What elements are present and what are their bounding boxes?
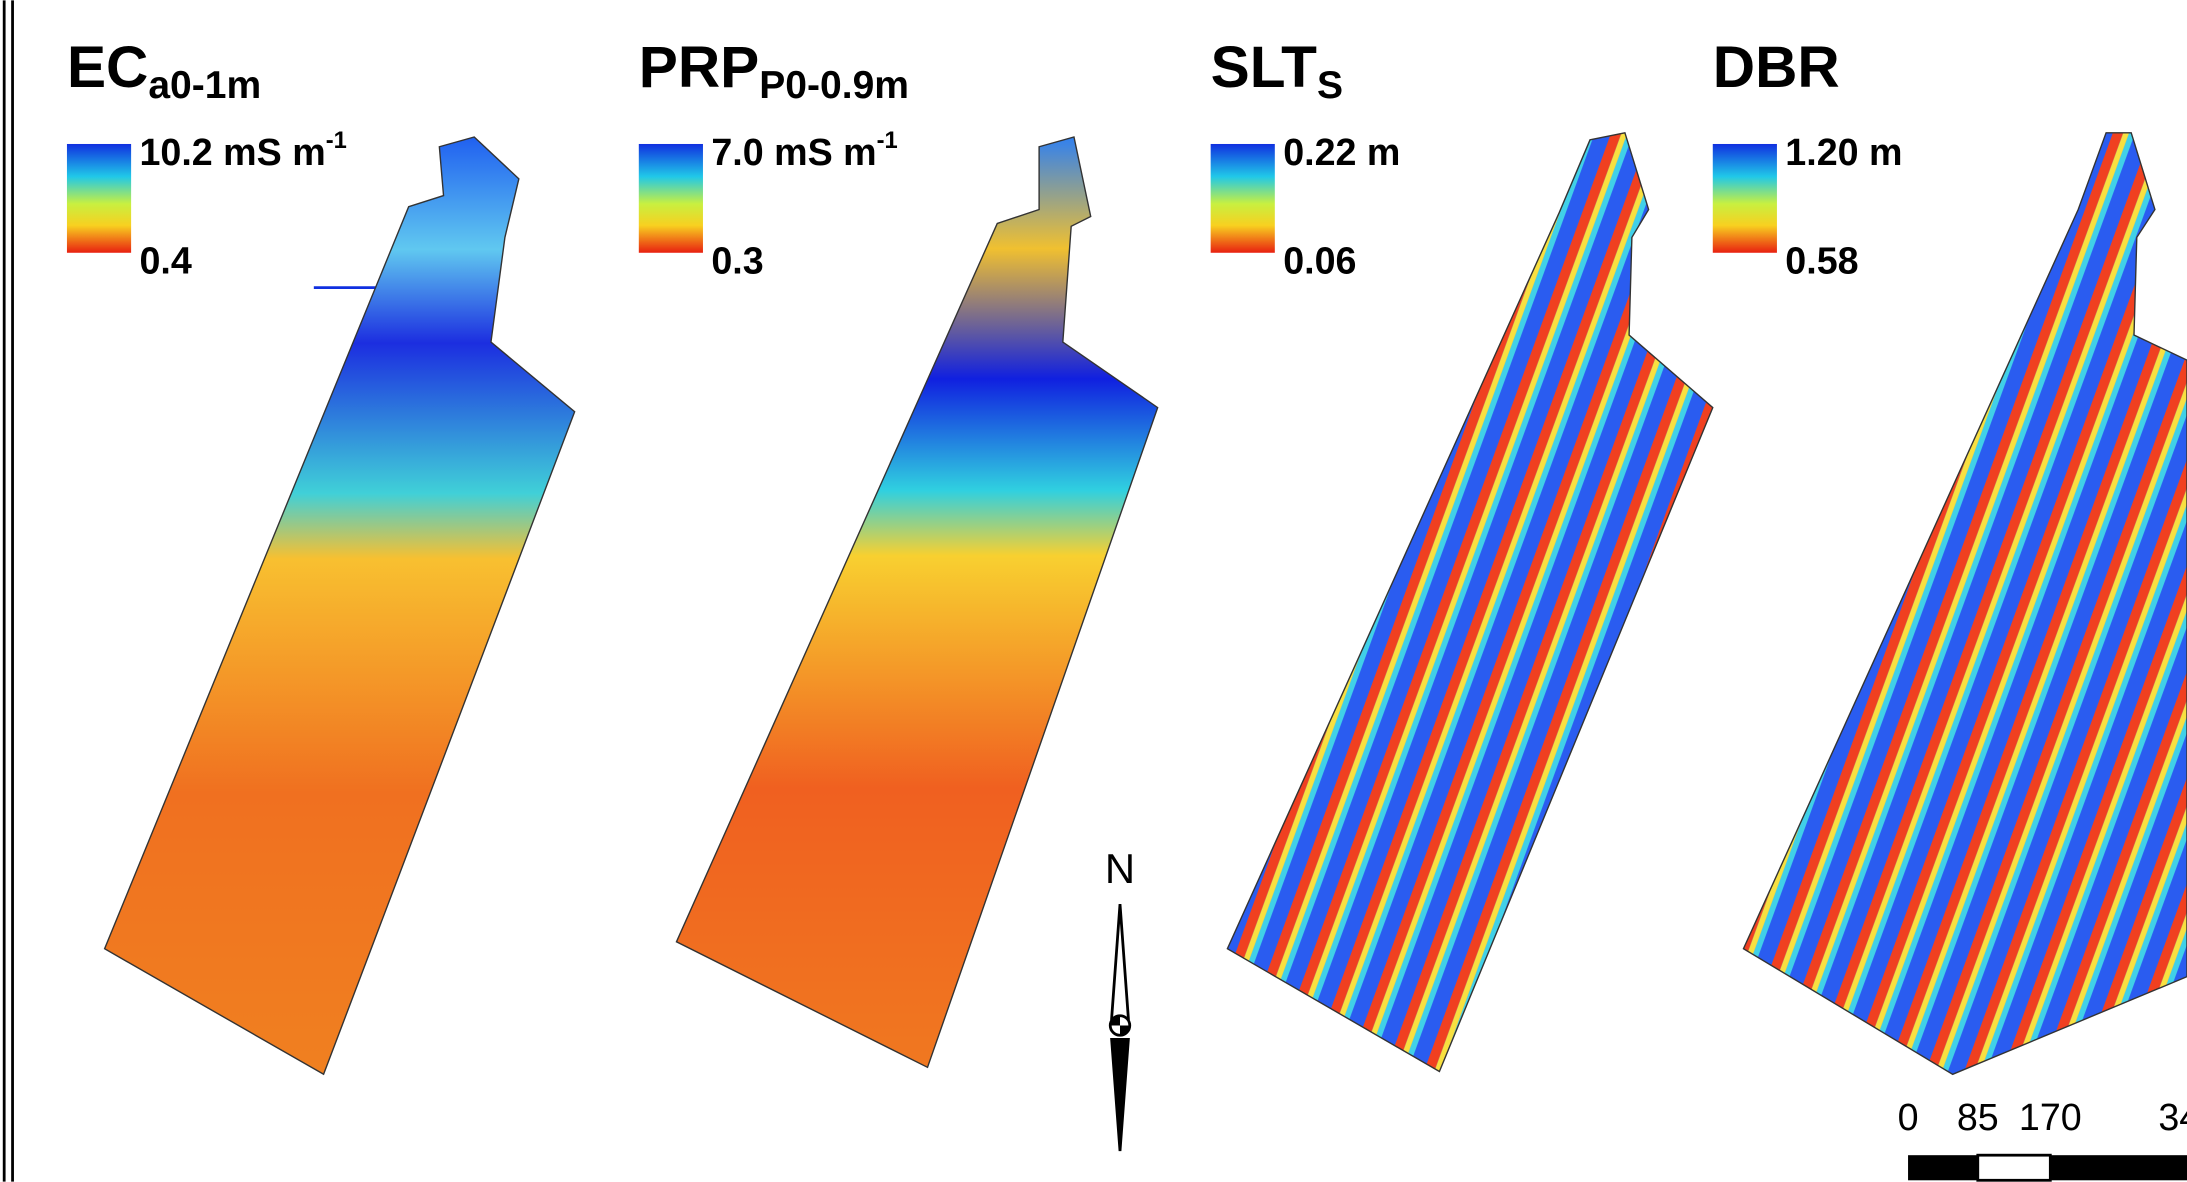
legend-min: 0.3	[711, 240, 763, 282]
scale-segment	[1908, 1155, 1978, 1180]
panel-title: DBR	[1713, 35, 1840, 100]
north-arrow-top	[1112, 904, 1129, 1018]
map-figure: ECa0-1m10.2 mS m-10.4PRPP0-0.9m7.0 mS m-…	[0, 0, 2187, 1182]
title-main: DBR	[1713, 35, 1840, 100]
title-subscript: a0-1m	[148, 64, 261, 107]
title-subscript: S	[1317, 64, 1343, 107]
panel-title: PRPP0-0.9m	[639, 35, 909, 107]
legend-max: 7.0 mS m-1	[711, 128, 897, 173]
legend-min: 0.4	[139, 240, 191, 282]
scale-segment	[2050, 1155, 2187, 1180]
legend-max: 10.2 mS m-1	[139, 128, 346, 173]
legend-max-text: 0.22 m	[1283, 131, 1400, 173]
page: ECa0-1m10.2 mS m-10.4PRPP0-0.9m7.0 mS m-…	[0, 0, 2187, 1182]
title-main: SLT	[1211, 35, 1318, 100]
panel-title: SLTS	[1211, 35, 1343, 107]
scale-label: 170	[2019, 1096, 2082, 1138]
legend-max: 1.20 m	[1785, 131, 1902, 173]
legend-max-text: 1.20 m	[1785, 131, 1902, 173]
legend-max-superscript: -1	[326, 128, 347, 154]
north-label: N	[1105, 845, 1135, 892]
panel-title: ECa0-1m	[67, 35, 261, 107]
legend-colorbar	[639, 144, 703, 253]
scale-label: 85	[1957, 1096, 1999, 1138]
legend-colorbar	[67, 144, 131, 253]
title-subscript: P0-0.9m	[759, 64, 909, 107]
legend-min: 0.58	[1785, 240, 1858, 282]
legend-min: 0.06	[1283, 240, 1356, 282]
legend-colorbar	[1713, 144, 1777, 253]
title-main: PRP	[639, 35, 759, 100]
legend-max-text: 7.0 mS m	[711, 131, 876, 173]
scale-segment	[1978, 1155, 2051, 1180]
scale-label: 0	[1898, 1096, 1919, 1138]
scale-label: 340	[2158, 1096, 2187, 1138]
legend-colorbar	[1211, 144, 1275, 253]
legend-max-superscript: -1	[877, 128, 898, 154]
north-arrow-bottom	[1112, 1039, 1129, 1151]
legend-max-text: 10.2 mS m	[139, 131, 325, 173]
legend-max: 0.22 m	[1283, 131, 1400, 173]
title-main: EC	[67, 35, 148, 100]
